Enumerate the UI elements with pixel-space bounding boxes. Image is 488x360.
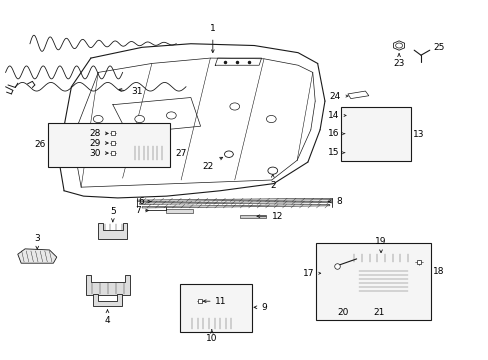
FancyBboxPatch shape xyxy=(48,123,170,167)
Polygon shape xyxy=(189,317,233,329)
Text: 27: 27 xyxy=(175,149,186,158)
Polygon shape xyxy=(166,210,193,213)
Text: 18: 18 xyxy=(432,267,443,276)
FancyBboxPatch shape xyxy=(340,107,410,161)
Circle shape xyxy=(135,116,144,123)
Circle shape xyxy=(267,167,277,174)
Polygon shape xyxy=(356,270,409,293)
Polygon shape xyxy=(18,249,57,263)
Text: 6: 6 xyxy=(139,197,144,206)
Polygon shape xyxy=(348,150,385,155)
Text: 11: 11 xyxy=(215,297,226,306)
Polygon shape xyxy=(347,91,368,99)
FancyBboxPatch shape xyxy=(316,243,430,320)
Text: 31: 31 xyxy=(131,86,142,95)
Polygon shape xyxy=(98,223,127,239)
Circle shape xyxy=(266,116,276,123)
Circle shape xyxy=(93,116,103,123)
Text: 23: 23 xyxy=(392,59,404,68)
Text: 29: 29 xyxy=(89,139,101,148)
Text: 30: 30 xyxy=(89,149,101,158)
Text: 2: 2 xyxy=(269,181,275,190)
Polygon shape xyxy=(86,275,130,295)
Polygon shape xyxy=(132,145,163,161)
Text: 24: 24 xyxy=(328,91,340,100)
Polygon shape xyxy=(239,215,266,218)
Polygon shape xyxy=(140,201,330,204)
Text: 19: 19 xyxy=(374,237,386,246)
Text: 21: 21 xyxy=(372,308,384,317)
Text: 22: 22 xyxy=(202,162,213,171)
Circle shape xyxy=(395,43,402,48)
Circle shape xyxy=(166,112,176,119)
Text: 9: 9 xyxy=(261,303,267,312)
Polygon shape xyxy=(325,255,346,302)
Text: 3: 3 xyxy=(34,234,40,243)
Polygon shape xyxy=(393,41,404,50)
Text: 14: 14 xyxy=(327,111,339,120)
Text: 20: 20 xyxy=(337,308,348,317)
Text: 12: 12 xyxy=(272,212,283,221)
Text: 13: 13 xyxy=(412,130,424,139)
Text: 10: 10 xyxy=(205,334,217,343)
Polygon shape xyxy=(142,204,329,208)
Text: 8: 8 xyxy=(335,197,341,206)
Polygon shape xyxy=(137,198,331,202)
Circle shape xyxy=(229,103,239,110)
Text: 26: 26 xyxy=(35,140,46,149)
Text: 17: 17 xyxy=(303,269,314,278)
Text: 16: 16 xyxy=(327,129,339,138)
Text: 15: 15 xyxy=(327,148,339,157)
Circle shape xyxy=(224,151,233,157)
Text: 25: 25 xyxy=(433,43,444,52)
Polygon shape xyxy=(348,114,378,117)
Text: 5: 5 xyxy=(110,207,116,216)
Polygon shape xyxy=(348,131,380,137)
Polygon shape xyxy=(351,253,409,262)
Text: 7: 7 xyxy=(135,206,141,215)
Text: 28: 28 xyxy=(89,129,101,138)
Polygon shape xyxy=(93,294,122,306)
Text: 4: 4 xyxy=(104,316,110,325)
FancyBboxPatch shape xyxy=(179,284,251,332)
Text: 1: 1 xyxy=(209,24,215,33)
